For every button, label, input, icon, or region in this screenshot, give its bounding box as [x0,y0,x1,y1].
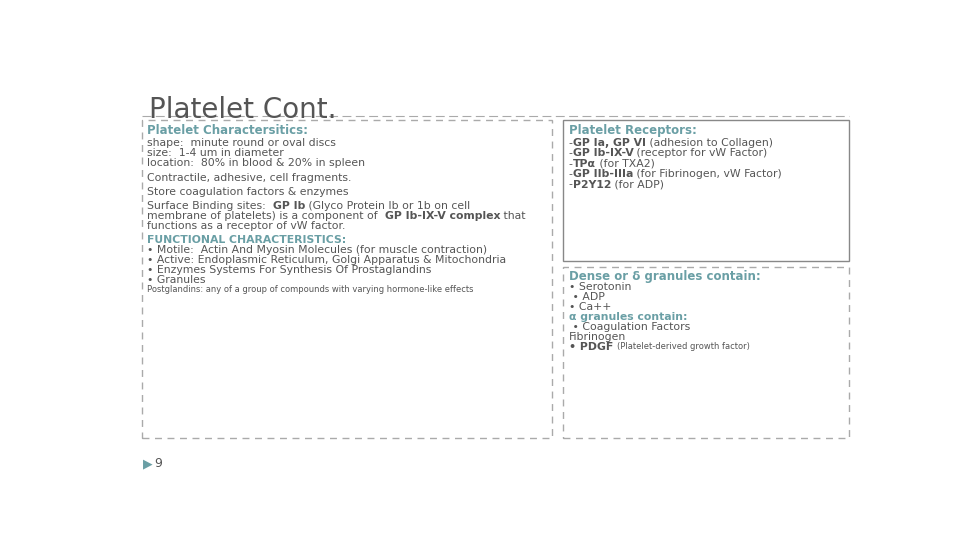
Text: (for ADP): (for ADP) [612,179,664,190]
FancyBboxPatch shape [142,120,552,438]
Text: functions as a receptor of vW factor.: functions as a receptor of vW factor. [147,221,346,231]
Text: location:  80% in blood & 20% in spleen: location: 80% in blood & 20% in spleen [147,158,365,168]
Text: Contractile, adhesive, cell fragments.: Contractile, adhesive, cell fragments. [147,172,351,183]
Text: • Enzymes Systems For Synthesis Of Prostaglandins: • Enzymes Systems For Synthesis Of Prost… [147,265,431,275]
Text: shape:  minute round or oval discs: shape: minute round or oval discs [147,138,336,148]
Text: GP Ib-IX-V complex: GP Ib-IX-V complex [385,211,500,221]
Text: membrane of platelets) is a component of: membrane of platelets) is a component of [147,211,385,221]
Text: α granules contain:: α granules contain: [568,312,687,322]
Text: Dense or δ granules contain:: Dense or δ granules contain: [568,271,760,284]
Text: -: - [568,179,572,190]
Text: -: - [568,148,572,158]
Text: P2Y12: P2Y12 [572,179,612,190]
Text: 9: 9 [155,457,162,470]
Text: that: that [500,211,526,221]
Text: -: - [568,159,572,168]
Text: • Motile:  Actin And Myosin Molecules (for muscle contraction): • Motile: Actin And Myosin Molecules (fo… [147,245,488,255]
Text: GP Ib-IX-V: GP Ib-IX-V [572,148,634,158]
Text: Platelet Receptors:: Platelet Receptors: [568,124,697,137]
Text: Fibrinogen: Fibrinogen [568,332,626,342]
Text: Store coagulation factors & enzymes: Store coagulation factors & enzymes [147,187,348,197]
Text: GP Ib: GP Ib [273,201,305,211]
FancyBboxPatch shape [564,120,849,261]
Text: Platelet Charactersitics:: Platelet Charactersitics: [147,124,308,137]
Text: • PDGF: • PDGF [568,342,616,352]
Text: FUNCTIONAL CHARACTERISTICS:: FUNCTIONAL CHARACTERISTICS: [147,234,347,245]
Text: • Coagulation Factors: • Coagulation Factors [568,322,690,332]
Text: • Granules: • Granules [147,275,205,285]
Text: • Ca++: • Ca++ [568,302,612,312]
Text: ▶: ▶ [143,457,153,470]
Text: (receptor for vW Factor): (receptor for vW Factor) [634,148,768,158]
Text: • ADP: • ADP [568,292,605,302]
Text: (for TXA2): (for TXA2) [595,159,655,168]
Text: -: - [568,169,572,179]
Text: GP IIb-IIIa: GP IIb-IIIa [572,169,633,179]
Text: (Glyco Protein Ib or 1b on cell: (Glyco Protein Ib or 1b on cell [305,201,470,211]
Text: Surface Binding sites:: Surface Binding sites: [147,201,273,211]
FancyBboxPatch shape [564,267,849,438]
Text: • Serotonin: • Serotonin [568,282,631,292]
Text: (Platelet-derived growth factor): (Platelet-derived growth factor) [616,342,750,351]
Text: (for Fibrinogen, vW Factor): (for Fibrinogen, vW Factor) [633,169,781,179]
Text: • Active: Endoplasmic Reticulum, Golgi Apparatus & Mitochondria: • Active: Endoplasmic Reticulum, Golgi A… [147,255,506,265]
Text: Platelet Cont.: Platelet Cont. [150,96,337,124]
Text: size:  1-4 um in diameter: size: 1-4 um in diameter [147,148,284,158]
Text: Postglandins: any of a group of compounds with varying hormone-like effects: Postglandins: any of a group of compound… [147,285,473,294]
Text: GP Ia, GP VI: GP Ia, GP VI [572,138,645,148]
Text: -: - [568,138,572,148]
Text: TPα: TPα [572,159,595,168]
Text: (adhesion to Collagen): (adhesion to Collagen) [645,138,773,148]
